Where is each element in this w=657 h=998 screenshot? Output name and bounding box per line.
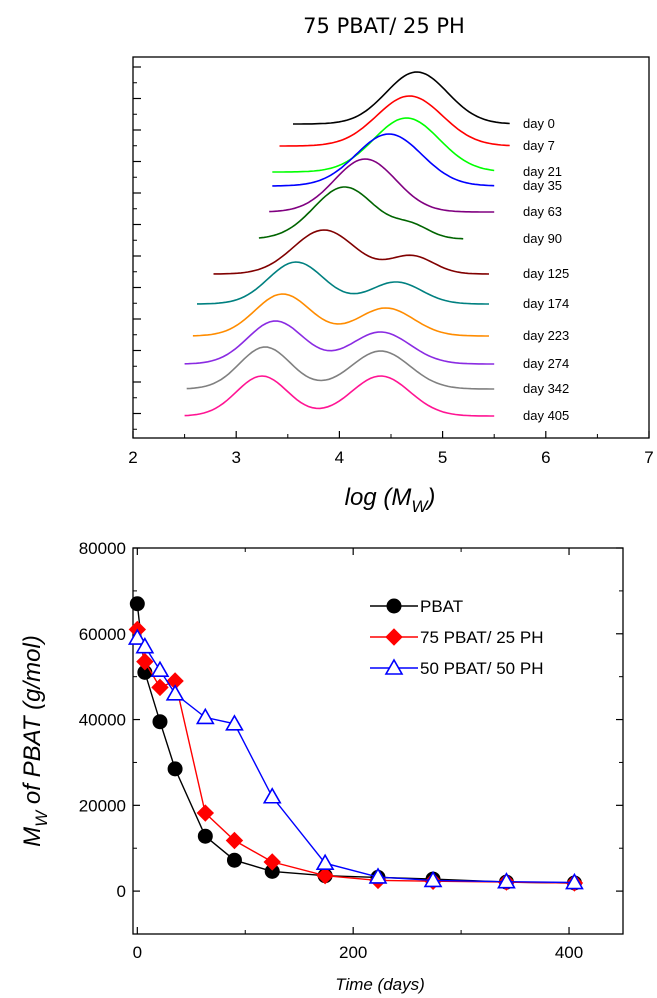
day-label: day 7 bbox=[523, 138, 555, 153]
data-point bbox=[225, 714, 244, 731]
legend-label: PBAT bbox=[420, 597, 463, 616]
data-point bbox=[151, 678, 169, 697]
bottom-y-tick-label: 40000 bbox=[79, 711, 126, 730]
trace-day-342 bbox=[186, 346, 495, 390]
data-point bbox=[196, 804, 215, 822]
trace-day-274 bbox=[184, 320, 495, 365]
top-x-tick-label: 6 bbox=[541, 448, 550, 467]
top-left-ticks bbox=[133, 66, 141, 430]
day-label: day 223 bbox=[523, 328, 569, 343]
data-point bbox=[150, 660, 170, 678]
top-x-axis: 2 3 4 5 6 7 bbox=[128, 431, 654, 467]
data-point bbox=[368, 867, 388, 884]
trace-day-174 bbox=[197, 261, 489, 305]
day-label: day 90 bbox=[523, 231, 562, 246]
trace-day-125 bbox=[213, 229, 490, 275]
legend-marker bbox=[385, 628, 403, 646]
day-label: day 0 bbox=[523, 116, 555, 131]
bottom-series bbox=[127, 596, 584, 892]
top-curves bbox=[184, 71, 510, 417]
bottom-x-tick-label: 200 bbox=[339, 943, 367, 962]
bottom-x-axis-title: Time (days) bbox=[335, 975, 425, 994]
top-chart-title: 75 PBAT/ 25 PH bbox=[303, 14, 465, 38]
data-point bbox=[135, 637, 155, 654]
day-label: day 35 bbox=[523, 178, 562, 193]
data-point bbox=[225, 831, 244, 850]
trace-day-0 bbox=[293, 71, 510, 125]
trace-day-405 bbox=[184, 375, 495, 417]
day-label: day 21 bbox=[523, 164, 562, 179]
top-plot-frame bbox=[132, 56, 650, 439]
trace-day-90 bbox=[258, 186, 464, 240]
trace-day-7 bbox=[279, 95, 510, 147]
data-point bbox=[262, 787, 282, 804]
bottom-x-tick-label: 0 bbox=[133, 943, 142, 962]
data-point bbox=[423, 870, 443, 888]
legend-label: 75 PBAT/ 25 PH bbox=[420, 628, 543, 647]
bottom-plot-frame bbox=[132, 547, 624, 935]
legend-marker bbox=[384, 658, 404, 675]
day-label: day 174 bbox=[523, 296, 569, 311]
top-x-tick-label: 3 bbox=[231, 448, 240, 467]
bottom-y-axis-title: MW of PBAT (g/mol) bbox=[19, 635, 51, 847]
series-50-PBAT-50-PH bbox=[127, 628, 584, 890]
data-point bbox=[136, 652, 154, 671]
day-label: day 274 bbox=[523, 356, 569, 371]
data-point bbox=[195, 707, 215, 725]
bottom-legend: PBAT 75 PBAT/ 25 PH 50 PBAT/ 50 PH bbox=[370, 597, 543, 678]
data-point bbox=[263, 853, 281, 871]
data-point bbox=[315, 853, 335, 871]
day-label: day 342 bbox=[523, 381, 569, 396]
data-point bbox=[226, 852, 242, 868]
top-x-tick-label: 7 bbox=[644, 448, 653, 467]
data-point bbox=[152, 714, 168, 730]
legend-label: 50 PBAT/ 50 PH bbox=[420, 659, 543, 678]
data-point bbox=[565, 872, 584, 890]
bottom-x-axis: 0 200 400 bbox=[133, 548, 583, 962]
data-point bbox=[129, 596, 145, 612]
trace-day-63 bbox=[269, 158, 495, 213]
bottom-y-tick-label: 80000 bbox=[79, 539, 126, 558]
top-x-tick-label: 4 bbox=[335, 448, 344, 467]
day-label: day 63 bbox=[523, 204, 562, 219]
data-point bbox=[167, 761, 183, 777]
trace-day-21 bbox=[272, 117, 495, 173]
data-point bbox=[165, 684, 185, 701]
day-label: day 405 bbox=[523, 408, 569, 423]
bottom-y-tick-label: 20000 bbox=[79, 796, 126, 815]
data-point bbox=[316, 866, 334, 885]
series-line bbox=[136, 603, 575, 884]
bottom-y-axis: 0 20000 40000 60000 80000 bbox=[79, 539, 623, 935]
day-label: day 125 bbox=[523, 266, 569, 281]
bottom-y-tick-label: 60000 bbox=[79, 625, 126, 644]
top-x-tick-label: 2 bbox=[128, 448, 137, 467]
data-point bbox=[197, 828, 213, 844]
trace-day-223 bbox=[192, 293, 489, 337]
data-point bbox=[497, 872, 516, 889]
top-x-axis-title: log (MW) bbox=[345, 484, 436, 516]
top-x-tick-label: 5 bbox=[438, 448, 447, 467]
legend-marker bbox=[386, 598, 402, 614]
bottom-chart: 0 20000 40000 60000 80000 0 200 400 PBAT 75 PBA… bbox=[19, 539, 624, 994]
trace-day-35 bbox=[272, 133, 495, 187]
data-point bbox=[127, 628, 147, 645]
bottom-x-tick-label: 400 bbox=[555, 943, 583, 962]
bottom-y-tick-label: 0 bbox=[117, 882, 126, 901]
